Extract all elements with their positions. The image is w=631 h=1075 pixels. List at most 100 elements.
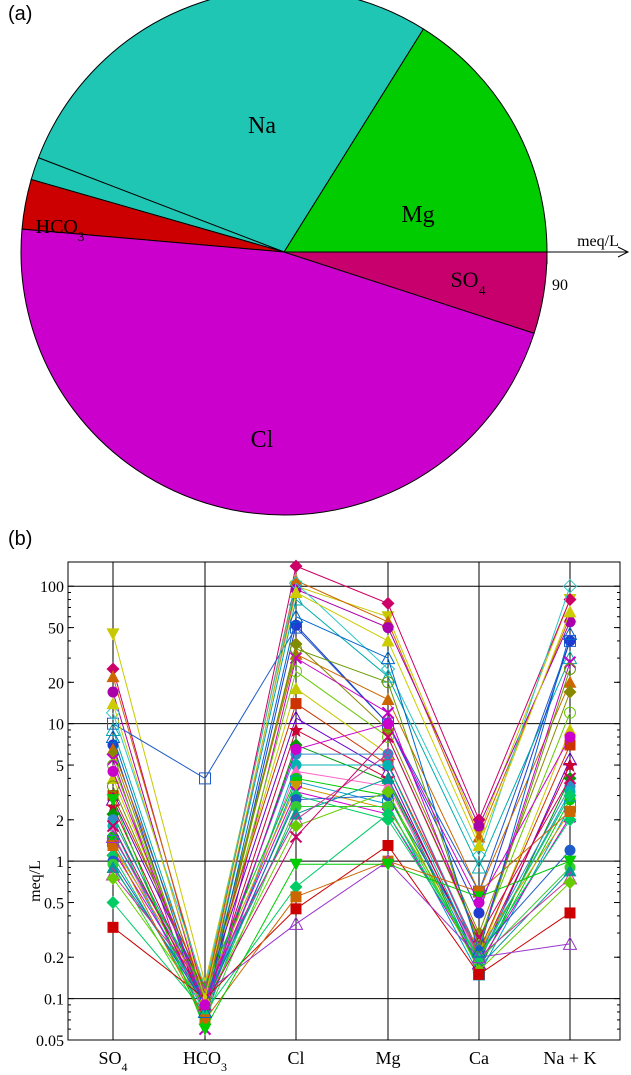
- data-point: [198, 1023, 212, 1036]
- data-point: [471, 943, 487, 958]
- data-point: [381, 706, 395, 719]
- data-point: [106, 662, 120, 676]
- data-point: [564, 844, 576, 856]
- data-point: [564, 635, 576, 647]
- data-point: [563, 855, 577, 868]
- data-point: [473, 820, 485, 832]
- pie-label-hco: HCO3: [36, 216, 85, 244]
- data-point: [472, 830, 486, 843]
- data-point: [289, 585, 303, 598]
- line-chart: 100 50 20 10 5 2 1 0.5 0.2 0.1 0.05 meq/L SO4 HCO3 Cl M…: [27, 559, 621, 1074]
- data-point: [563, 655, 577, 669]
- data-point: [106, 628, 120, 641]
- series-line: [112, 799, 571, 1031]
- data-point: [563, 758, 577, 773]
- data-point: [380, 650, 396, 665]
- data-point: [106, 819, 120, 833]
- pie-slice-na: [37, 0, 425, 253]
- data-point: [290, 642, 302, 655]
- data-point: [563, 772, 577, 785]
- data-point: [563, 875, 577, 889]
- series-line: [112, 626, 571, 893]
- data-point: [105, 705, 121, 720]
- data-point: [289, 880, 303, 894]
- pie-label-na: Na: [248, 113, 276, 139]
- data-point: [471, 859, 487, 874]
- x-tick-label: HCO3: [183, 1048, 227, 1074]
- data-point: [380, 746, 396, 761]
- pie-axis-label: meq/L: [577, 233, 619, 250]
- series-line: [112, 653, 571, 1001]
- data-point: [105, 722, 121, 736]
- data-point: [105, 729, 121, 743]
- pie-chart: Mg Na HCO3 Cl SO4 meq/L 90: [20, 0, 630, 516]
- data-point: [105, 829, 121, 843]
- data-point: [106, 871, 120, 885]
- data-point: [564, 662, 576, 675]
- data-point: [381, 730, 395, 744]
- data-point: [472, 838, 486, 851]
- data-point: [199, 1014, 211, 1026]
- data-point: [381, 692, 395, 705]
- x-tick-label: Mg: [375, 1048, 400, 1068]
- series-line: [112, 582, 571, 990]
- data-point: [382, 730, 394, 743]
- data-point: [563, 675, 577, 688]
- data-point: [564, 706, 576, 719]
- data-point: [107, 717, 119, 730]
- data-point: [107, 765, 119, 777]
- data-point: [382, 759, 394, 771]
- data-point: [381, 771, 395, 784]
- pie-label-mg: Mg: [401, 202, 434, 228]
- data-point: [563, 723, 577, 736]
- data-point: [562, 626, 578, 640]
- data-point: [107, 921, 119, 933]
- data-point: [563, 789, 577, 803]
- series-line: [112, 795, 571, 1006]
- data-point: [290, 698, 302, 710]
- data-point: [107, 686, 119, 698]
- data-point: [289, 819, 303, 833]
- y-tick-label: 0.1: [44, 992, 64, 1009]
- data-point: [473, 897, 485, 909]
- data-point: [290, 891, 302, 903]
- x-tick-label: SO4: [98, 1048, 127, 1074]
- data-point: [381, 634, 395, 647]
- pie-slice-mg: [283, 28, 548, 253]
- series-line: [112, 579, 571, 994]
- data-point: [381, 807, 395, 821]
- pie-axis-tick-label: 90: [552, 277, 568, 294]
- y-tick-label: 2: [56, 813, 64, 830]
- data-point: [564, 805, 576, 817]
- data-point: [290, 743, 302, 755]
- series-line: [112, 764, 571, 1022]
- data-point: [289, 682, 303, 695]
- data-point: [289, 830, 303, 844]
- series-line: [112, 791, 571, 1006]
- data-point: [290, 619, 302, 631]
- y-tick-label: 5: [56, 758, 64, 775]
- data-point: [199, 999, 211, 1011]
- data-point: [288, 609, 304, 623]
- x-tick-label: Cl: [287, 1048, 304, 1068]
- x-tick-label: Ca: [469, 1048, 489, 1068]
- series-line: [112, 791, 571, 1000]
- data-point: [289, 858, 303, 871]
- series-line: [112, 777, 571, 1000]
- panel-b-label: (b): [8, 528, 32, 550]
- data-point: [473, 907, 485, 919]
- data-point: [381, 858, 395, 871]
- series-line: [112, 844, 571, 1000]
- y-tick-label: 0.2: [44, 950, 64, 967]
- data-point: [562, 578, 578, 594]
- series-line: [112, 588, 571, 1006]
- data-point: [106, 670, 120, 683]
- data-point: [380, 661, 396, 677]
- y-tick-label: 0.5: [44, 896, 64, 913]
- x-tick-label: Na + K: [543, 1048, 596, 1068]
- data-point: [564, 739, 576, 751]
- data-point: [290, 903, 302, 915]
- data-point: [473, 968, 485, 980]
- data-point: [382, 622, 394, 634]
- data-point: [563, 864, 577, 877]
